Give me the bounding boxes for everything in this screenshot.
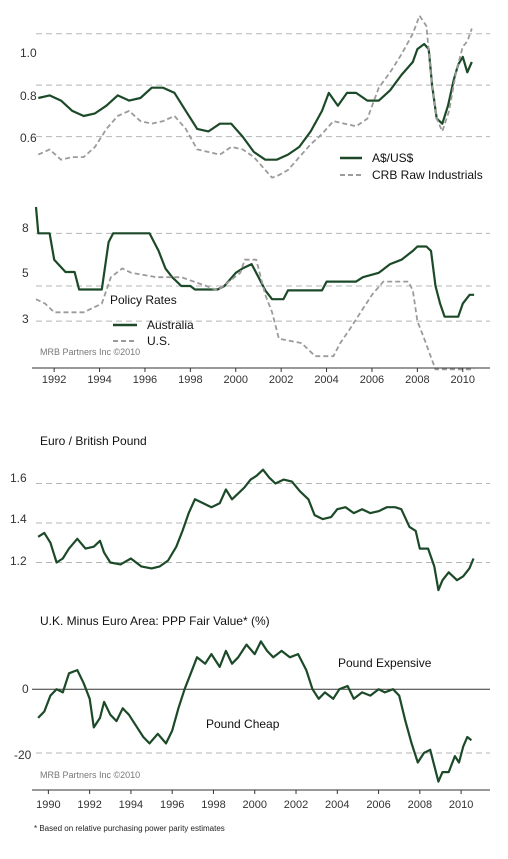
xtick-label-1998: 1998 bbox=[178, 374, 202, 386]
xtick-label-1998: 1998 bbox=[201, 799, 225, 811]
xtick-label-2006: 2006 bbox=[366, 799, 390, 811]
panel3-ytick-1.2: 1.2 bbox=[10, 554, 27, 568]
xtick-label-2004: 2004 bbox=[325, 799, 349, 811]
xtick-label-1996: 1996 bbox=[160, 799, 184, 811]
panel2-series bbox=[34, 206, 475, 371]
panel-aud-usd: 1.0 0.8 0.6 A$/US$ CRB Raw Industrials bbox=[20, 14, 490, 182]
panel1-series bbox=[37, 14, 473, 179]
panel2-title: Policy Rates bbox=[110, 293, 177, 307]
xtick-label-1994: 1994 bbox=[87, 374, 111, 386]
xtick-label-1996: 1996 bbox=[133, 374, 157, 386]
xtick-label-2002: 2002 bbox=[269, 374, 293, 386]
panel-policy-rates: 8 5 3 Policy Rates Australia U.S. MRB Pa… bbox=[22, 206, 490, 386]
series-line-panel3-0 bbox=[37, 468, 475, 592]
panel2-ytick-3: 3 bbox=[22, 312, 29, 326]
xtick-label-2006: 2006 bbox=[360, 374, 384, 386]
xtick-label-2010: 2010 bbox=[451, 374, 475, 386]
panel4-title: U.K. Minus Euro Area: PPP Fair Value* (%… bbox=[40, 614, 270, 628]
panel1-ytick-0.8: 0.8 bbox=[20, 89, 37, 103]
xtick-label-2004: 2004 bbox=[314, 374, 338, 386]
panel4-ytick-neg20: -20 bbox=[14, 748, 32, 762]
panel1-ytick-0.6: 0.6 bbox=[20, 131, 37, 145]
legend-label-aud-usd: A$/US$ bbox=[372, 151, 414, 165]
series-line-panel1-0 bbox=[38, 42, 473, 161]
panel-ppp-fair-value: U.K. Minus Euro Area: PPP Fair Value* (%… bbox=[14, 614, 490, 811]
panel2-ytick-8: 8 bbox=[22, 221, 29, 235]
panel4-x-ticks: 1990 1992 1994 1996 1998 2000 2002 2004 2006 2008… bbox=[36, 790, 473, 811]
xtick-label-1990: 1990 bbox=[36, 799, 60, 811]
panel3-ytick-1.6: 1.6 bbox=[10, 471, 27, 485]
panel1-ytick-1.0: 1.0 bbox=[20, 46, 37, 60]
xtick-label-2008: 2008 bbox=[408, 799, 432, 811]
legend-label-crb: CRB Raw Industrials bbox=[372, 168, 483, 182]
panel2-gridlines bbox=[36, 232, 490, 322]
series-line-panel2-0 bbox=[34, 206, 475, 318]
xtick-label-1994: 1994 bbox=[119, 799, 143, 811]
xtick-label-1992: 1992 bbox=[77, 799, 101, 811]
panel1-legend: A$/US$ CRB Raw Industrials bbox=[340, 151, 483, 182]
xtick-label-1992: 1992 bbox=[42, 374, 66, 386]
panel2-ytick-5: 5 bbox=[22, 266, 29, 280]
annotation-pound-cheap: Pound Cheap bbox=[206, 717, 280, 731]
xtick-label-2002: 2002 bbox=[284, 799, 308, 811]
panel3-title: Euro / British Pound bbox=[40, 434, 147, 448]
copyright-bottom: MRB Partners Inc ©2010 bbox=[40, 770, 140, 780]
panel2-x-ticks: 1992 1994 1996 1998 2000 2002 2004 2006 2008 2010 bbox=[42, 368, 475, 386]
annotation-pound-expensive: Pound Expensive bbox=[338, 656, 432, 670]
series-line-panel4-0 bbox=[37, 640, 473, 783]
panel4-series bbox=[37, 640, 473, 783]
series-line-panel2-1 bbox=[35, 258, 475, 371]
panel4-ytick-0: 0 bbox=[22, 682, 29, 696]
copyright-top: MRB Partners Inc ©2010 bbox=[40, 347, 140, 357]
series-line-panel1-1 bbox=[37, 14, 473, 179]
xtick-label-2008: 2008 bbox=[405, 374, 429, 386]
panel-euro-gbp: Euro / British Pound 1.6 1.4 1.2 bbox=[10, 434, 490, 592]
panel1-gridlines bbox=[36, 33, 490, 138]
xtick-label-2000: 2000 bbox=[224, 374, 248, 386]
footnote: * Based on relative purchasing power par… bbox=[34, 824, 225, 833]
legend-label-australia: Australia bbox=[147, 318, 194, 332]
xtick-label-2010: 2010 bbox=[449, 799, 473, 811]
panel3-series bbox=[37, 468, 475, 592]
panel3-ytick-1.4: 1.4 bbox=[10, 512, 27, 526]
xtick-label-2000: 2000 bbox=[243, 799, 267, 811]
legend-label-us: U.S. bbox=[147, 334, 170, 348]
